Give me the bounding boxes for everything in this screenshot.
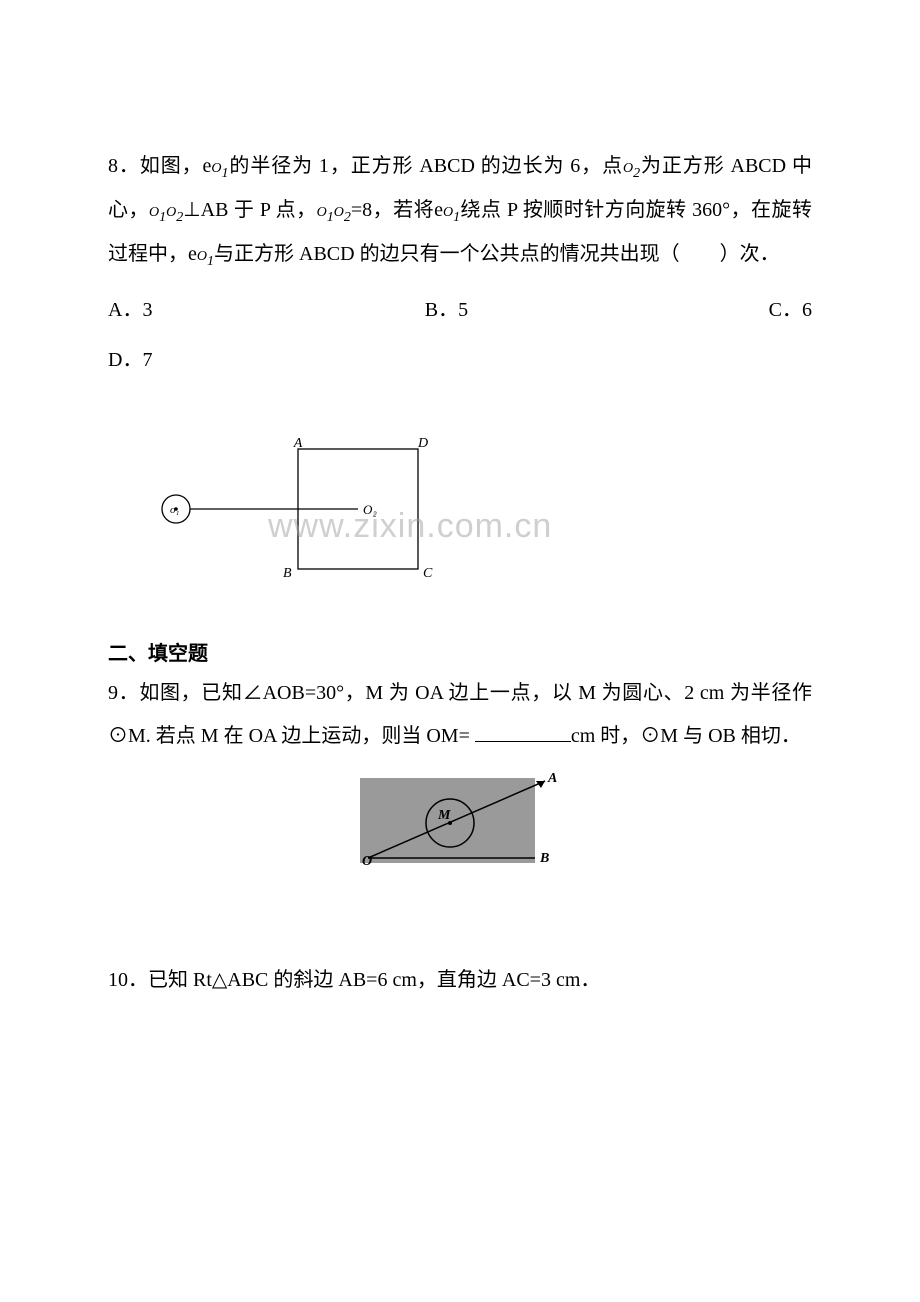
question-9-text: 9．如图，已知∠AOB=30°，M 为 OA 边上一点，以 M 为圆心、2 cm…: [108, 672, 812, 758]
section-2-header: 二、填空题: [108, 637, 812, 666]
svg-text:B: B: [283, 566, 292, 577]
svg-text:O₂: O₂: [363, 502, 377, 517]
option-d: D．7: [108, 335, 812, 385]
svg-text:D: D: [417, 437, 428, 451]
option-a: A．3: [108, 285, 333, 335]
svg-text:o₁: o₁: [170, 504, 180, 516]
q9-diagram-svg: M O A B: [360, 766, 560, 866]
q9-part2: cm 时，⊙M 与 OB 相切．: [571, 725, 801, 747]
question-9-figure: M O A B: [360, 766, 560, 871]
q8-o1b: O: [443, 205, 453, 220]
question-8-text: 8．如图，eO1的半径为 1，正方形 ABCD 的边长为 6，点O2为正方形 A…: [108, 145, 812, 277]
question-10-text: 10．已知 Rt△ABC 的斜边 AB=6 cm，直角边 AC=3 cm．: [108, 959, 812, 1002]
option-b: B．5: [425, 285, 650, 335]
q8-o1-sub: 1: [222, 166, 229, 181]
question-8-figure: o₁ O₂ A D B C www.zixin.com.cn: [108, 437, 812, 577]
q8-o1c: O: [197, 249, 207, 264]
q8-part: ⊥AB 于 P 点，: [183, 199, 316, 221]
q8-part: 与正方形 ABCD 的边只有一个公共点的情况共出现（ ）次．: [214, 243, 780, 265]
svg-text:O: O: [362, 854, 372, 866]
q8-part: 的半径为 1，正方形 ABCD 的边长为 6，点: [229, 155, 623, 177]
svg-text:M: M: [437, 808, 451, 823]
q8-o1o2-a2: O: [317, 205, 327, 220]
svg-text:A: A: [293, 437, 303, 451]
option-row-abc: A．3 B．5 C．6: [108, 285, 812, 335]
q8-o1: O: [211, 161, 221, 176]
svg-text:C: C: [423, 566, 433, 577]
q8-diagram-svg: o₁ O₂ A D B C: [148, 437, 548, 577]
q8-o1c-sub: 1: [207, 254, 214, 269]
q8-o1o2-b: O: [166, 205, 176, 220]
q8-part: 8．如图，e: [108, 155, 211, 177]
q9-blank: [475, 722, 571, 742]
q8-o1o2-sub1b: 1: [327, 210, 334, 225]
q8-o1o2-sub2b: 2: [344, 210, 351, 225]
q8-part: =8，若将e: [351, 199, 443, 221]
option-c: C．6: [742, 285, 812, 335]
svg-text:B: B: [539, 851, 549, 866]
q8-o2: O: [623, 161, 633, 176]
svg-text:A: A: [547, 771, 557, 786]
q8-o1o2-a: O: [149, 205, 159, 220]
q8-o1o2-b2: O: [334, 205, 344, 220]
question-8-options: A．3 B．5 C．6 D．7: [108, 285, 812, 385]
